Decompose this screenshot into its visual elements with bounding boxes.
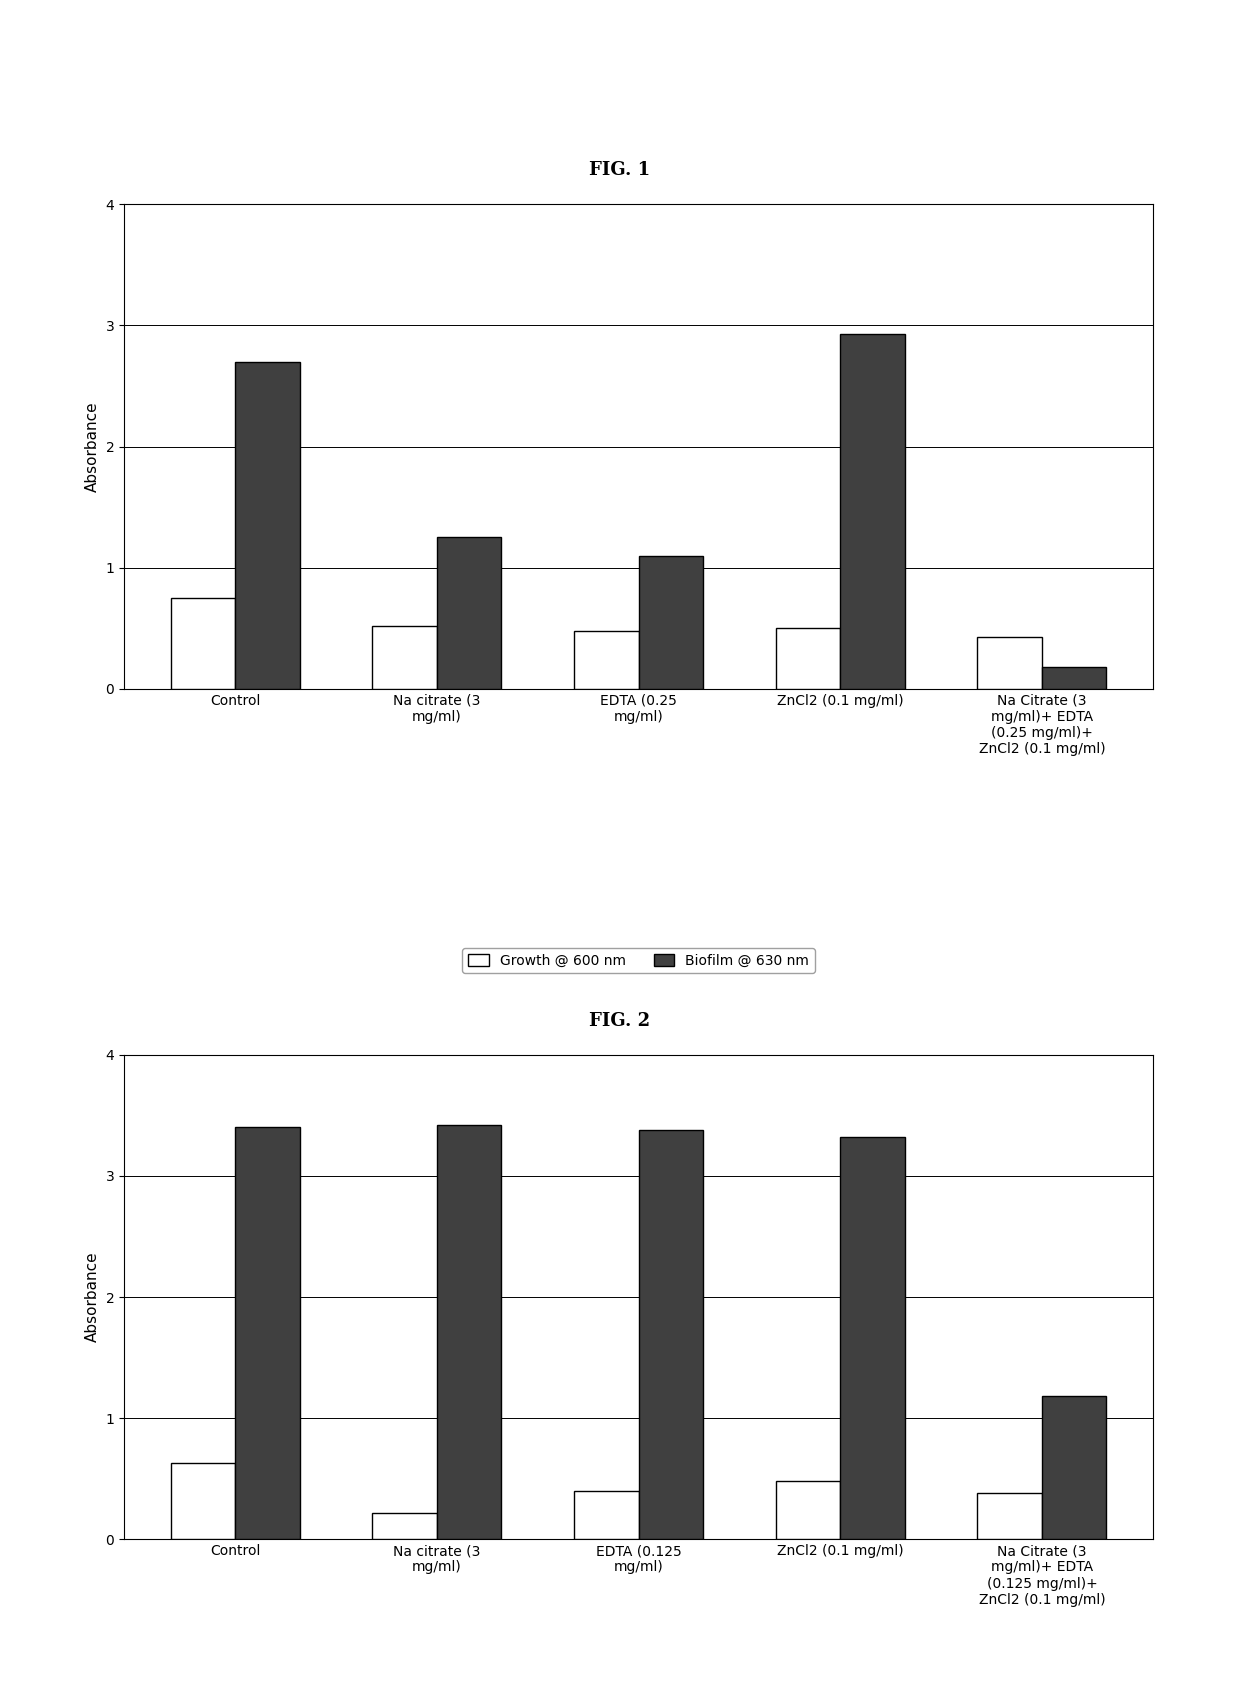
Bar xyxy=(574,1490,639,1539)
Bar xyxy=(841,1136,905,1539)
Bar xyxy=(977,1493,1042,1539)
Bar xyxy=(436,538,501,689)
Bar xyxy=(776,628,841,689)
Legend: Growth @ 600 nm, Biofilm @ 630 nm: Growth @ 600 nm, Biofilm @ 630 nm xyxy=(463,947,815,973)
Bar xyxy=(639,1129,703,1539)
Bar xyxy=(639,556,703,689)
Bar xyxy=(236,362,300,689)
Bar xyxy=(1042,1397,1106,1539)
Bar xyxy=(372,1512,436,1539)
Bar xyxy=(977,636,1042,689)
Bar xyxy=(776,1482,841,1539)
Text: FIG. 1: FIG. 1 xyxy=(589,162,651,179)
Bar xyxy=(841,333,905,689)
Bar xyxy=(236,1128,300,1539)
Text: FIG. 2: FIG. 2 xyxy=(589,1012,651,1029)
Bar xyxy=(171,599,236,689)
Y-axis label: Absorbance: Absorbance xyxy=(84,1252,100,1342)
Bar xyxy=(436,1124,501,1539)
Bar xyxy=(1042,667,1106,689)
Bar xyxy=(372,626,436,689)
Y-axis label: Absorbance: Absorbance xyxy=(84,401,100,492)
Bar xyxy=(574,631,639,689)
Bar xyxy=(171,1463,236,1539)
